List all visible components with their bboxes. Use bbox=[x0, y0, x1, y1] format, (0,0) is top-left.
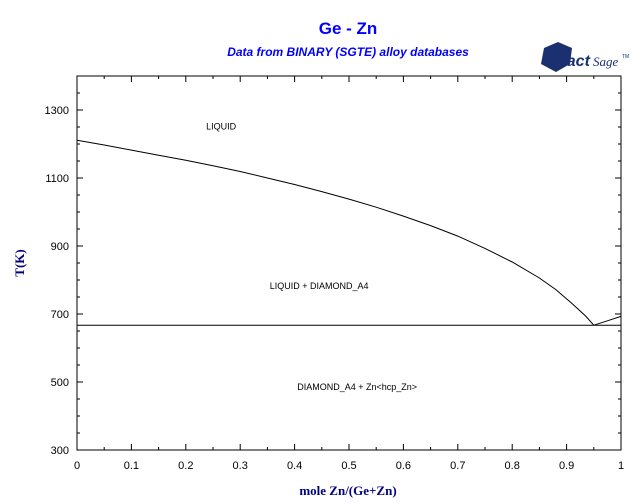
x-tick-label: 0.2 bbox=[178, 460, 193, 472]
x-tick-label: 0.4 bbox=[287, 460, 302, 472]
liquidus-zn bbox=[593, 315, 622, 326]
axis-ticks bbox=[76, 75, 622, 451]
x-tick-label: 0 bbox=[74, 460, 80, 472]
factsage-logo: Fact Sage TM bbox=[541, 42, 629, 72]
y-tick-label: 900 bbox=[51, 241, 69, 253]
factsage-logo-icon bbox=[541, 42, 572, 72]
x-tick-label: 0.1 bbox=[124, 460, 139, 472]
y-tick-label: 700 bbox=[51, 309, 69, 321]
phase-region-label: LIQUID bbox=[206, 121, 237, 131]
plot-frame bbox=[76, 75, 622, 451]
logo-brand-sub: Sage bbox=[593, 54, 619, 69]
phase-region-labels: LIQUID LIQUID + DIAMOND_A4 DIAMOND_A4 + Zn… bbox=[206, 121, 417, 392]
x-tick-label: 0.7 bbox=[450, 460, 465, 472]
axis-tick-labels: 0 0.1 0.2 0.3 0.4 0.5 0.6 0.7 0.8 0.9 130050070090… bbox=[45, 105, 625, 472]
x-tick-label: 1 bbox=[618, 460, 624, 472]
x-tick-label: 0.5 bbox=[341, 460, 356, 472]
chart-subtitle: Data from BINARY (SGTE) alloy databases bbox=[227, 45, 469, 59]
chart-title: Ge - Zn bbox=[319, 19, 378, 38]
y-axis-title: T(K) bbox=[12, 249, 27, 276]
logo-brand-main: Fact bbox=[557, 53, 591, 70]
y-tick-label: 300 bbox=[51, 445, 69, 457]
phase-region-label: LIQUID + DIAMOND_A4 bbox=[270, 281, 369, 291]
y-tick-label: 500 bbox=[51, 377, 69, 389]
phase-boundaries bbox=[76, 139, 622, 326]
logo-trademark: TM bbox=[622, 54, 629, 60]
phase-region-label: DIAMOND_A4 + Zn<hcp_Zn> bbox=[297, 382, 417, 392]
x-tick-label: 0.6 bbox=[396, 460, 411, 472]
y-tick-label: 1100 bbox=[45, 173, 69, 185]
x-tick-label: 0.3 bbox=[233, 460, 248, 472]
x-tick-label: 0.9 bbox=[559, 460, 574, 472]
x-axis-title: mole Zn/(Ge+Zn) bbox=[299, 483, 396, 498]
liquidus-diamond bbox=[76, 139, 595, 326]
y-tick-label: 1300 bbox=[45, 105, 69, 117]
x-tick-label: 0.8 bbox=[505, 460, 520, 472]
